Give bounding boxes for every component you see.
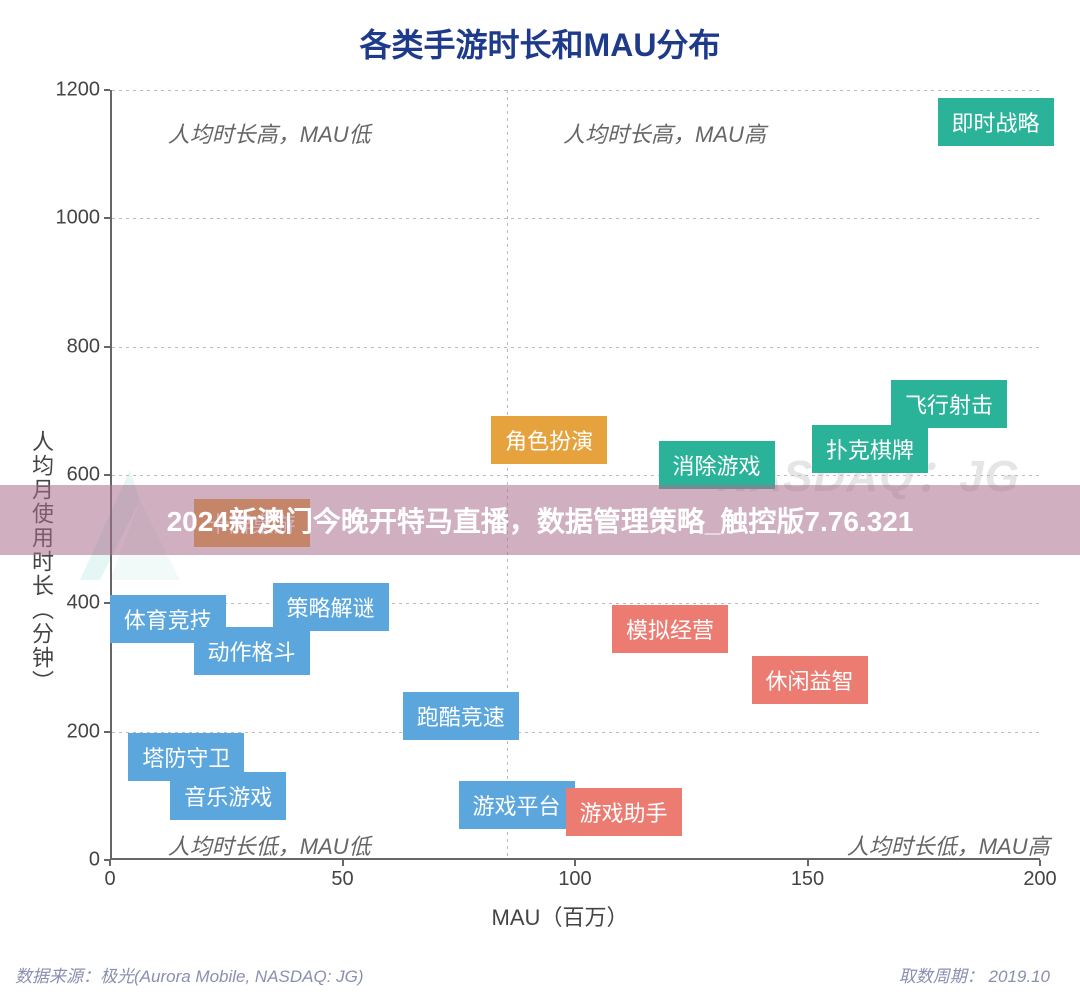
category-box: 音乐游戏	[170, 772, 286, 820]
ytick-label: 400	[40, 592, 100, 615]
ytick-label: 200	[40, 720, 100, 743]
quadrant-label: 人均时长高，MAU低	[168, 117, 371, 149]
quadrant-label: 人均时长高，MAU高	[563, 117, 766, 149]
gridline-h	[112, 90, 1040, 91]
xtick-label: 200	[1023, 868, 1056, 891]
category-box: 飞行射击	[891, 380, 1007, 428]
gridline-h	[112, 732, 1040, 733]
category-box: 跑酷竞速	[403, 692, 519, 740]
ytick-label: 600	[40, 464, 100, 487]
tick-y	[104, 731, 110, 733]
xtick-label: 0	[104, 868, 115, 891]
gridline-h	[112, 347, 1040, 348]
overlay-text: 2024新澳门今晚开特马直播，数据管理策略_触控版7.76.321	[167, 500, 914, 540]
x-axis-label: MAU（百万）	[492, 900, 629, 932]
category-box: 策略解谜	[273, 583, 389, 631]
chart-title: 各类手游时长和MAU分布	[0, 0, 1080, 66]
divider-line	[507, 90, 508, 858]
tick-x	[807, 860, 809, 866]
category-box: 扑克棋牌	[812, 425, 928, 473]
plot-region: 人均时长高，MAU低人均时长高，MAU高人均时长低，MAU低人均时长低，MAU高…	[110, 90, 1040, 860]
quadrant-label: 人均时长低，MAU高	[847, 829, 1050, 861]
ytick-label: 1000	[40, 207, 100, 230]
footer-period: 取数周期： 2019.10	[899, 962, 1050, 987]
xtick-label: 100	[558, 868, 591, 891]
category-box: 游戏助手	[565, 788, 681, 836]
tick-y	[104, 89, 110, 91]
tick-y	[104, 474, 110, 476]
overlay-banner: 2024新澳门今晚开特马直播，数据管理策略_触控版7.76.321	[0, 485, 1080, 555]
tick-y	[104, 217, 110, 219]
category-box: 动作格斗	[193, 627, 309, 675]
ytick-label: 800	[40, 335, 100, 358]
category-box: 休闲益智	[751, 656, 867, 704]
ytick-label: 1200	[40, 79, 100, 102]
footer-source: 数据来源：极光(Aurora Mobile, NASDAQ: JG)	[15, 962, 364, 987]
tick-x	[342, 860, 344, 866]
category-box: 消除游戏	[658, 441, 774, 489]
category-box: 游戏平台	[459, 781, 575, 829]
tick-x	[1039, 860, 1041, 866]
category-box: 模拟经营	[612, 605, 728, 653]
tick-y	[104, 602, 110, 604]
tick-x	[574, 860, 576, 866]
tick-x	[109, 860, 111, 866]
gridline-h	[112, 603, 1040, 604]
xtick-label: 50	[331, 868, 353, 891]
category-box: 即时战略	[937, 98, 1053, 146]
category-box: 角色扮演	[491, 416, 607, 464]
gridline-h	[112, 218, 1040, 219]
quadrant-label: 人均时长低，MAU低	[168, 829, 371, 861]
ytick-label: 0	[40, 849, 100, 872]
tick-y	[104, 346, 110, 348]
xtick-label: 150	[791, 868, 824, 891]
gridline-h	[112, 475, 1040, 476]
